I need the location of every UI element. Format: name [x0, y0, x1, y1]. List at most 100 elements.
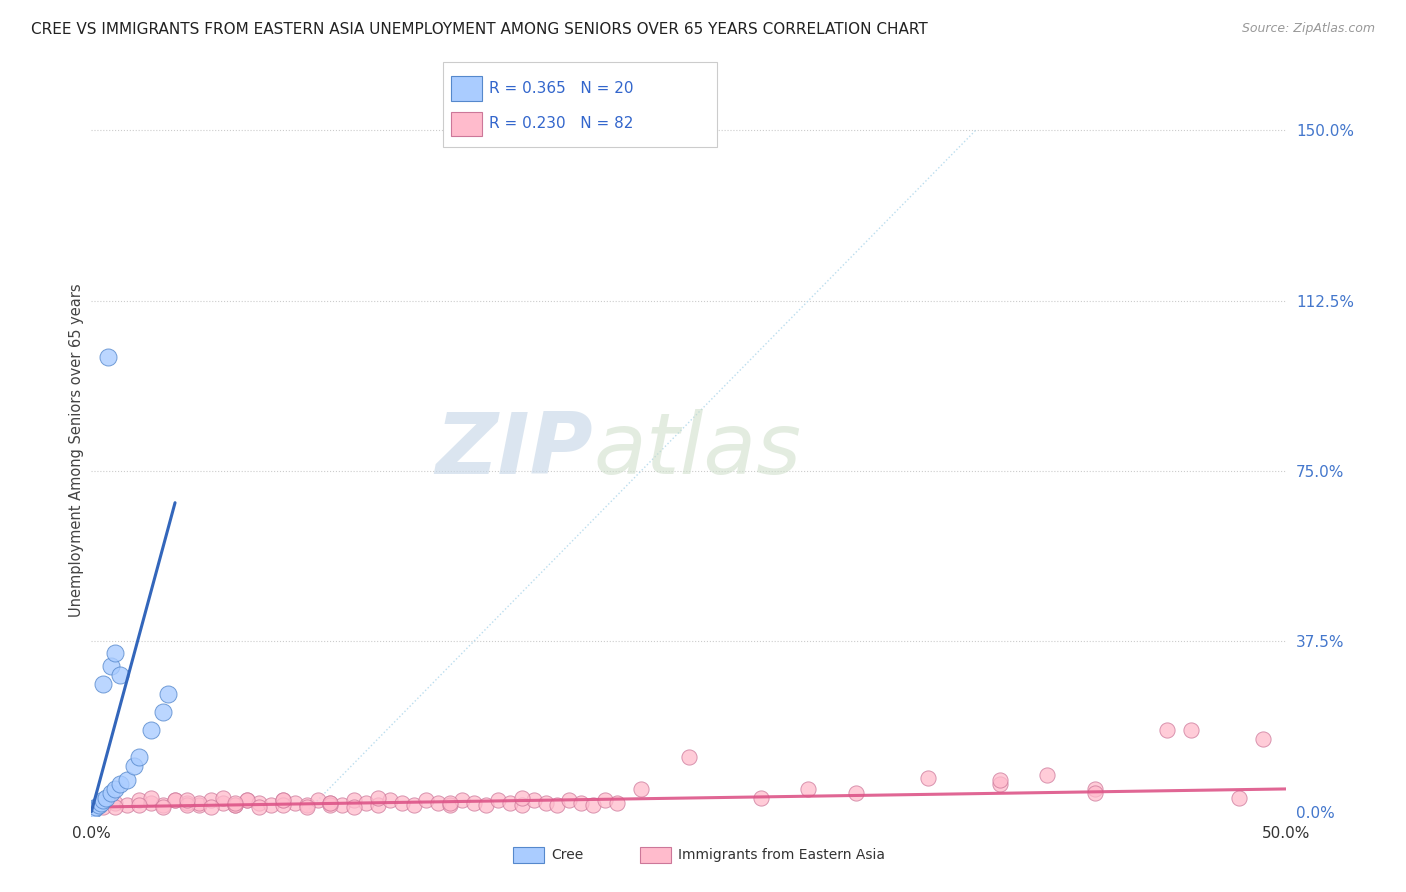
Point: [235, 793, 259, 807]
Point: [104, 646, 127, 660]
Point: [211, 791, 233, 805]
Y-axis label: Unemployment Among Seniors over 65 years: Unemployment Among Seniors over 65 years: [69, 284, 84, 617]
Point: [200, 800, 222, 814]
Point: [486, 793, 509, 807]
Point: [115, 797, 138, 812]
Point: [176, 796, 198, 810]
Point: [319, 796, 342, 810]
Point: [93, 793, 114, 807]
Point: [1156, 723, 1178, 737]
Text: Cree: Cree: [551, 848, 583, 863]
Point: [354, 796, 377, 810]
Point: [224, 796, 246, 810]
Point: [332, 797, 354, 812]
Point: [100, 659, 122, 673]
Point: [176, 793, 198, 807]
Point: [1036, 768, 1059, 782]
Point: [271, 793, 294, 807]
Point: [523, 793, 546, 807]
Point: [295, 797, 318, 812]
Point: [404, 797, 426, 812]
Point: [1180, 723, 1202, 737]
Point: [295, 800, 318, 814]
Point: [415, 793, 437, 807]
Text: R = 0.230   N = 82: R = 0.230 N = 82: [489, 117, 634, 131]
Point: [224, 797, 246, 812]
Point: [141, 723, 162, 737]
Point: [343, 800, 366, 814]
Text: Source: ZipAtlas.com: Source: ZipAtlas.com: [1241, 22, 1375, 36]
Point: [247, 800, 270, 814]
Text: atlas: atlas: [593, 409, 801, 492]
Point: [259, 797, 281, 812]
Point: [988, 772, 1011, 787]
Point: [115, 772, 138, 787]
Point: [749, 791, 772, 805]
Point: [845, 787, 868, 801]
Point: [391, 796, 413, 810]
Point: [235, 793, 259, 807]
Point: [152, 705, 174, 719]
Point: [606, 796, 628, 810]
Point: [141, 791, 162, 805]
Point: [108, 777, 131, 791]
Point: [378, 793, 402, 807]
Point: [319, 797, 342, 812]
Point: [1084, 787, 1107, 801]
Point: [87, 797, 110, 812]
Point: [211, 796, 233, 810]
Point: [988, 777, 1011, 791]
Point: [108, 668, 131, 682]
Point: [284, 796, 307, 810]
Point: [367, 791, 389, 805]
Point: [141, 796, 162, 810]
Point: [558, 793, 581, 807]
Point: [1251, 731, 1274, 746]
Point: [571, 796, 593, 810]
Point: [797, 781, 820, 796]
Point: [426, 796, 449, 810]
Point: [463, 796, 485, 810]
Point: [439, 796, 461, 810]
Point: [104, 796, 127, 810]
Text: CREE VS IMMIGRANTS FROM EASTERN ASIA UNEMPLOYMENT AMONG SENIORS OVER 65 YEARS CO: CREE VS IMMIGRANTS FROM EASTERN ASIA UNE…: [31, 22, 928, 37]
Point: [474, 797, 498, 812]
Point: [97, 351, 120, 365]
Point: [100, 787, 122, 801]
Text: ZIP: ZIP: [436, 409, 593, 492]
Point: [498, 796, 520, 810]
Point: [104, 800, 127, 814]
Point: [200, 793, 222, 807]
Point: [439, 797, 461, 812]
Point: [582, 797, 605, 812]
Point: [534, 796, 557, 810]
Text: R = 0.365   N = 20: R = 0.365 N = 20: [489, 81, 634, 95]
Point: [307, 793, 329, 807]
Point: [104, 781, 127, 796]
Point: [510, 797, 533, 812]
Point: [187, 796, 211, 810]
Point: [187, 797, 211, 812]
Point: [450, 793, 472, 807]
Point: [319, 796, 342, 810]
Point: [367, 797, 389, 812]
Point: [678, 750, 700, 764]
Point: [90, 796, 112, 810]
Point: [163, 793, 186, 807]
Point: [128, 793, 150, 807]
Point: [93, 677, 114, 691]
Point: [593, 793, 616, 807]
Point: [917, 771, 939, 785]
Text: Immigrants from Eastern Asia: Immigrants from Eastern Asia: [678, 848, 884, 863]
Point: [93, 800, 114, 814]
Point: [83, 802, 105, 816]
Point: [630, 781, 652, 796]
Point: [152, 797, 174, 812]
Point: [84, 800, 107, 814]
Point: [271, 797, 294, 812]
Point: [247, 796, 270, 810]
Point: [124, 759, 146, 773]
Point: [547, 797, 569, 812]
Point: [176, 797, 198, 812]
Point: [128, 797, 150, 812]
